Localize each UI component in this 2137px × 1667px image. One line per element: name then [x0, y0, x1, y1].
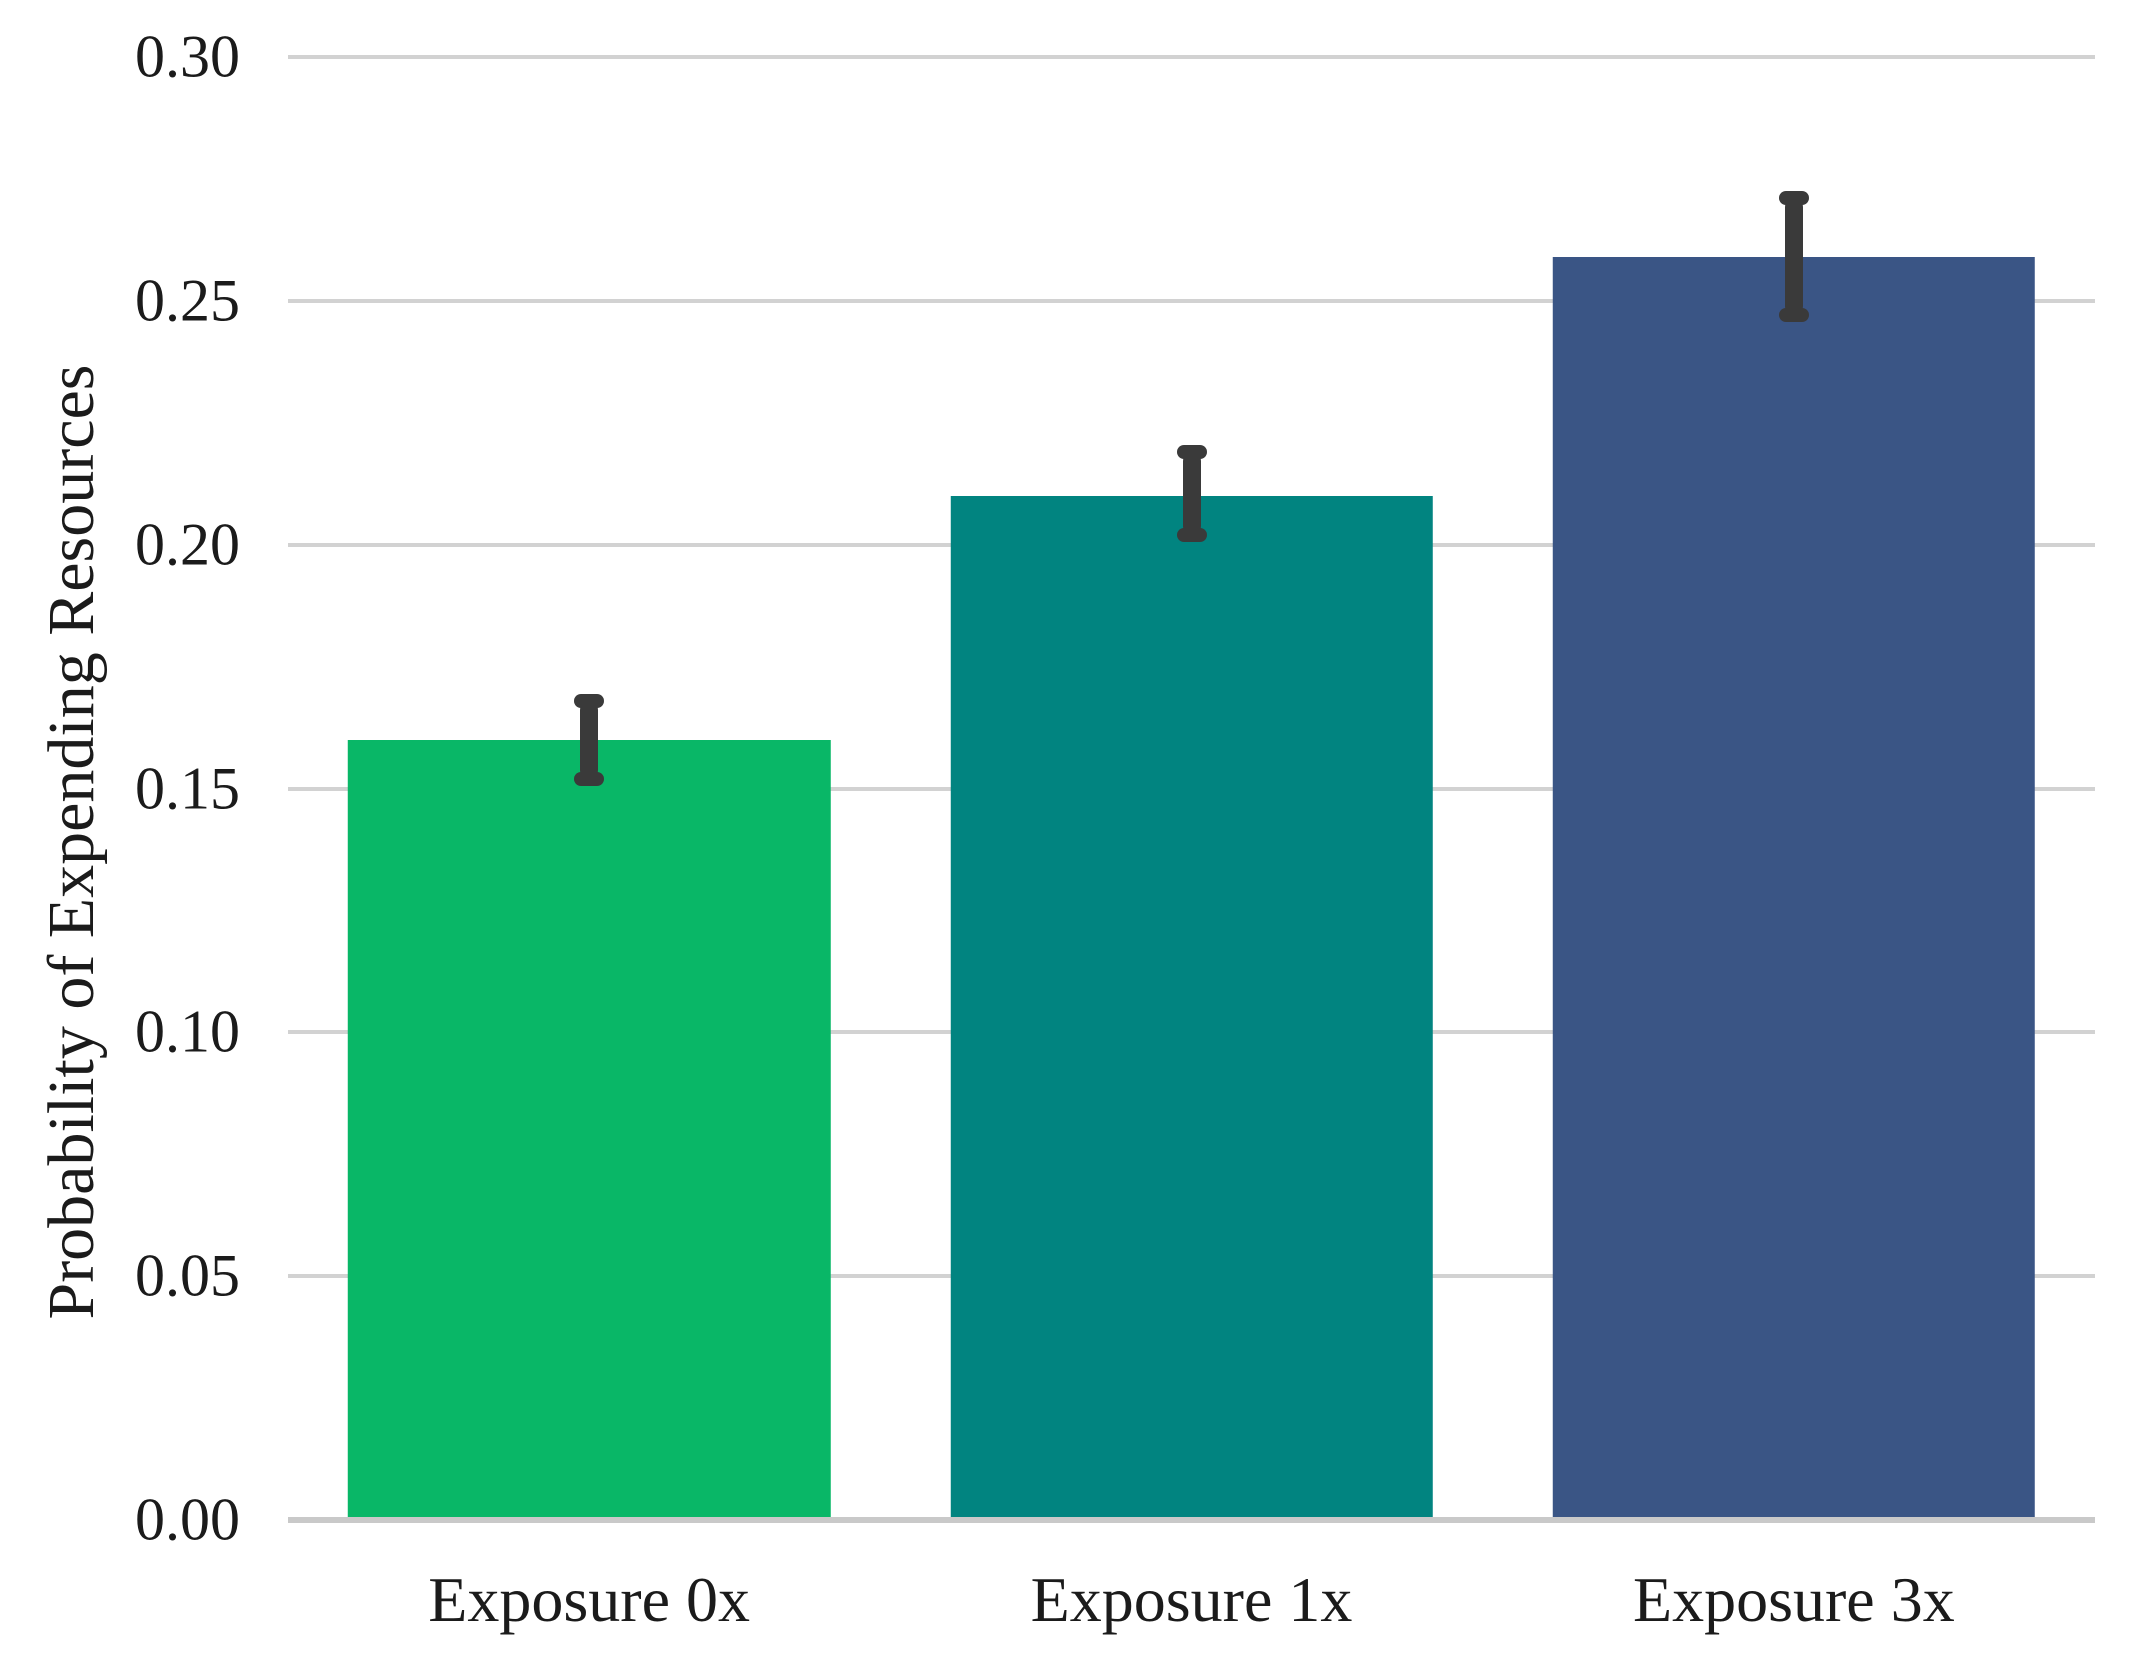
plot-area	[288, 55, 2095, 1523]
y-tick-label-0.00: 0.00	[135, 1486, 240, 1553]
error-bar-cap-top-exposure-0x	[574, 693, 605, 708]
x-axis-category-labels: Exposure 0x Exposure 1x Exposure 3x	[288, 1545, 2095, 1655]
bar-exposure-3x	[1552, 256, 2036, 1520]
error-bar-exposure-3x	[1784, 198, 1803, 316]
gridline-0.30	[288, 55, 2095, 59]
x-label-exposure-1x: Exposure 1x	[1030, 1564, 1353, 1635]
gridline-0.25	[288, 298, 2095, 303]
y-tick-label-0.30: 0.30	[135, 23, 240, 90]
y-tick-label-0.20: 0.20	[135, 511, 240, 578]
bar-exposure-1x	[950, 495, 1433, 1520]
y-tick-label-0.05: 0.05	[135, 1242, 240, 1309]
y-tick-label-0.25: 0.25	[135, 267, 240, 334]
error-bar-cap-bottom-exposure-1x	[1176, 527, 1207, 542]
y-tick-label-0.10: 0.10	[135, 998, 240, 1065]
error-bar-cap-top-exposure-1x	[1176, 445, 1207, 459]
error-bar-cap-bottom-exposure-3x	[1778, 308, 1809, 323]
x-label-exposure-0x: Exposure 0x	[428, 1564, 751, 1635]
x-label-exposure-3x: Exposure 3x	[1632, 1564, 1955, 1635]
y-axis-tick-labels: 0.30 0.25 0.20 0.15 0.10 0.05 0.00	[0, 24, 240, 1553]
error-bar-exposure-1x	[1182, 452, 1201, 535]
error-bar-cap-top-exposure-3x	[1778, 191, 1809, 206]
error-bar-cap-bottom-exposure-0x	[574, 771, 605, 786]
error-bar-exposure-0x	[580, 700, 599, 779]
y-tick-label-0.15: 0.15	[135, 755, 240, 821]
x-axis-baseline	[288, 1517, 2095, 1523]
bar-exposure-0x	[347, 739, 831, 1520]
